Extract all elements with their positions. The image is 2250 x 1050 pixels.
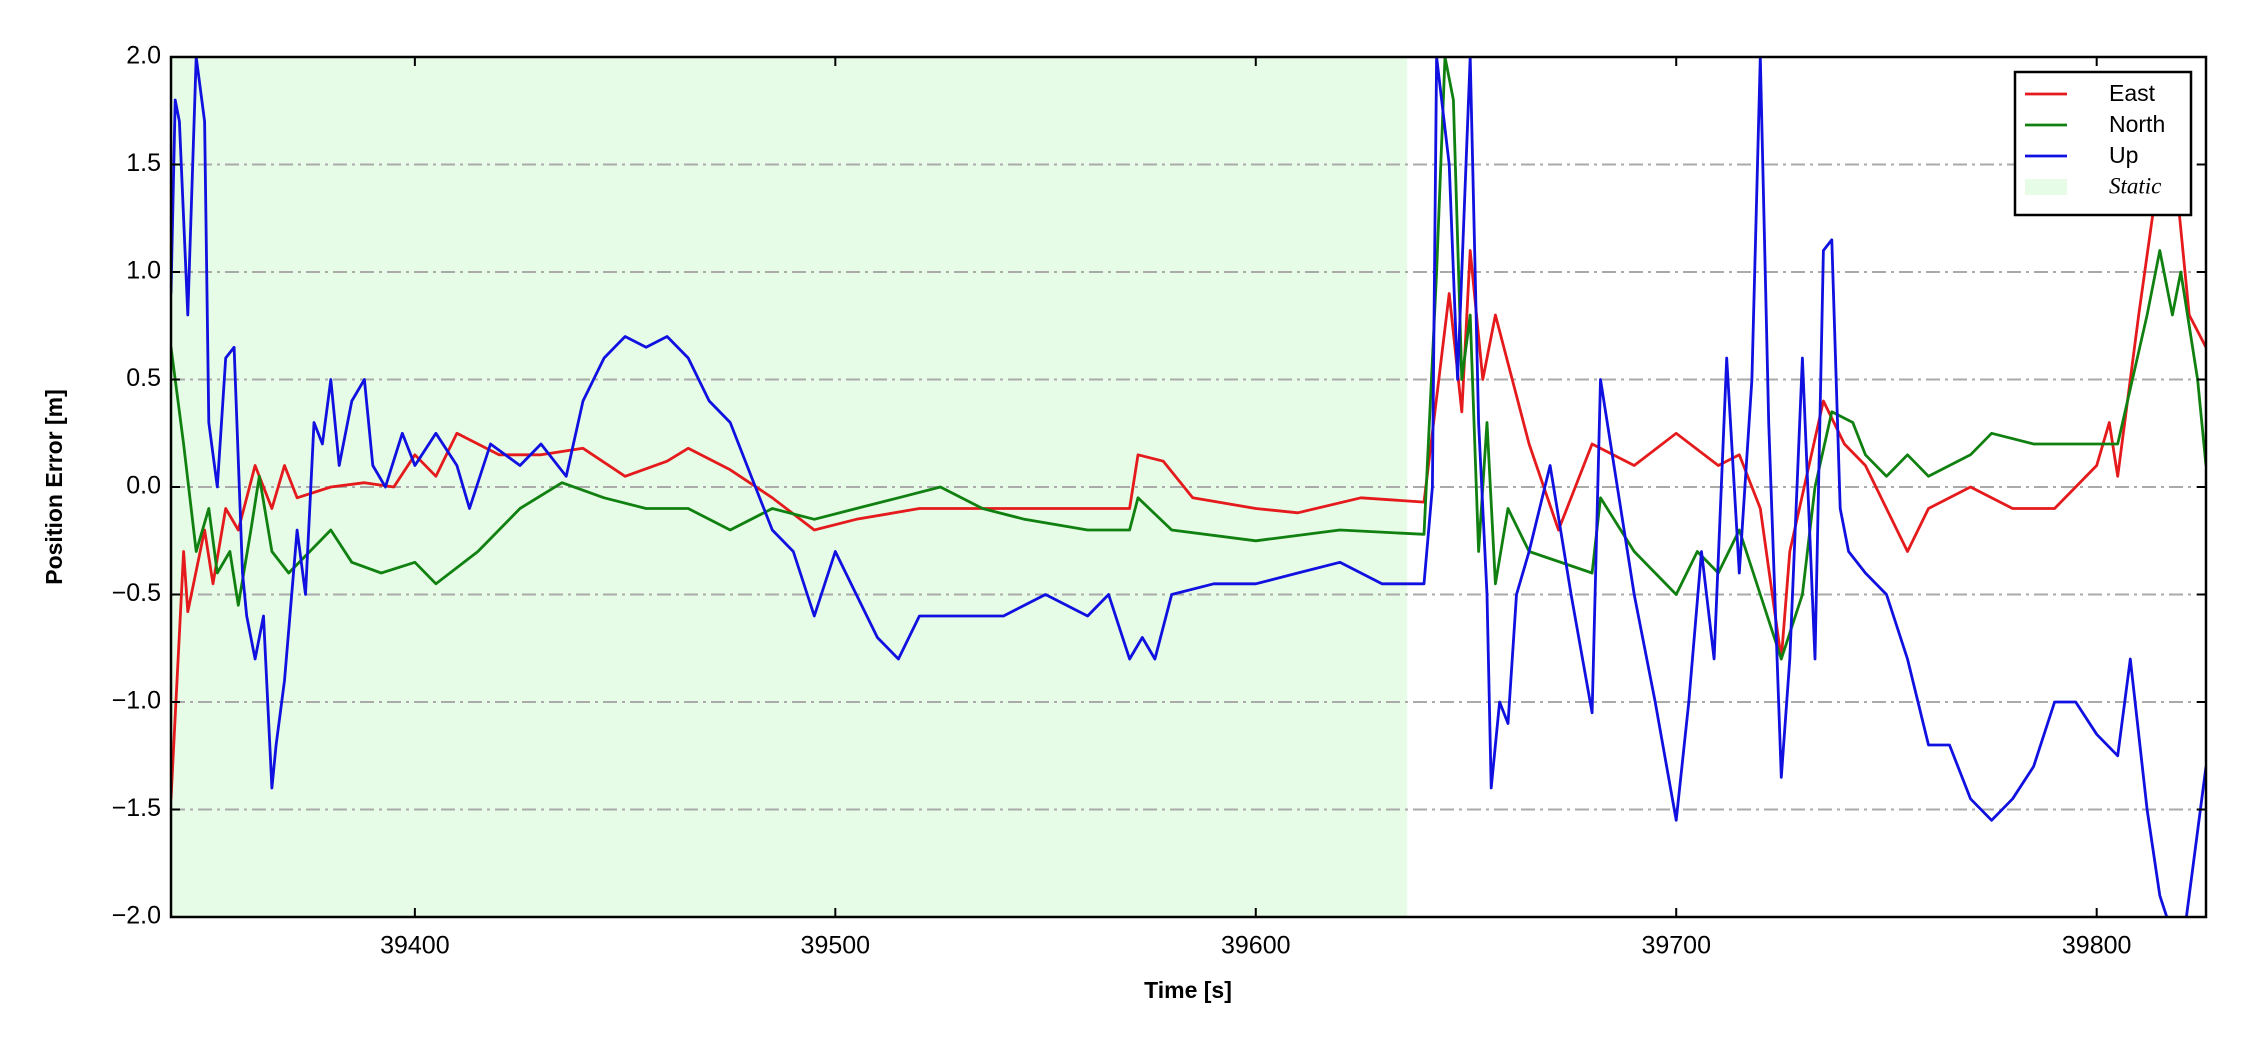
series-line xyxy=(171,57,2206,917)
y-tick-label: 1.0 xyxy=(126,257,161,285)
x-tick-label: 39800 xyxy=(2062,932,2132,960)
y-tick-label: −2.0 xyxy=(112,902,161,930)
x-tick-label: 39500 xyxy=(801,932,871,960)
y-axis-label: Position Error [m] xyxy=(41,389,67,585)
series-line xyxy=(171,57,2206,661)
x-axis-label: Time [s] xyxy=(1144,977,1232,1003)
y-tick-label: 1.5 xyxy=(126,149,161,177)
lines-layer xyxy=(171,57,2206,917)
x-tick-label: 39400 xyxy=(380,932,450,960)
x-tick-label: 39600 xyxy=(1221,932,1291,960)
background-layer xyxy=(171,57,2206,917)
legend-label: Static xyxy=(2109,173,2161,198)
y-tick-label: −0.5 xyxy=(112,579,161,607)
y-tick-label: 2.0 xyxy=(126,42,161,70)
y-tick-label: −1.5 xyxy=(112,794,161,822)
x-tick-label: 39700 xyxy=(1641,932,1711,960)
axes-layer: −2.0 −1.5 −1.0 −0.5 0.0 0.5 1.0 1.5 2.0 39400 3950… xyxy=(112,42,2208,960)
y-tick-label: −1.0 xyxy=(112,687,161,715)
legend-label: Up xyxy=(2109,142,2138,168)
plot-frame xyxy=(169,55,2208,919)
legend-swatch xyxy=(2025,179,2067,195)
static-region xyxy=(171,57,1408,917)
y-tick-label: 0.5 xyxy=(126,364,161,392)
legend-label: North xyxy=(2109,111,2165,137)
legend-label: East xyxy=(2109,80,2156,106)
y-tick-label: 0.0 xyxy=(126,472,161,500)
series-line xyxy=(171,141,2206,799)
